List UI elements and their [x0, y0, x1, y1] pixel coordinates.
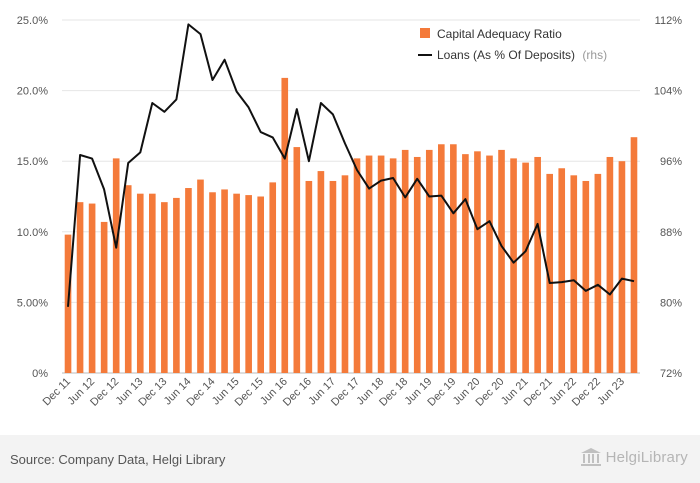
y-right-tick-label: 96%	[660, 156, 682, 168]
bar	[510, 158, 517, 373]
bar	[594, 173, 602, 373]
footer: Source: Company Data, Helgi Library Helg…	[0, 435, 700, 483]
legend: Capital Adequacy Ratio Loans (As % Of De…	[418, 27, 607, 62]
helgi-library-logo: HelgiLibrary	[580, 447, 688, 467]
bar	[486, 155, 493, 373]
bar	[305, 180, 313, 373]
bar	[474, 151, 481, 373]
bar	[245, 195, 252, 373]
bar	[389, 158, 397, 373]
bar	[630, 137, 638, 373]
y-left-tick-label: 20.0%	[17, 86, 48, 98]
bar	[124, 185, 132, 373]
bar	[317, 171, 325, 373]
bar	[341, 175, 349, 373]
x-tick-label: Jun 23	[595, 376, 627, 408]
bar	[209, 192, 216, 373]
bar	[88, 203, 96, 373]
bar	[293, 147, 301, 373]
bar	[353, 158, 361, 373]
bar	[570, 175, 578, 373]
legend-bar-swatch	[420, 28, 430, 38]
bar	[329, 180, 337, 373]
bar	[401, 149, 409, 373]
legend-line-rhs: (rhs)	[582, 48, 607, 62]
bar	[221, 189, 228, 373]
bar	[185, 188, 192, 373]
bar	[161, 202, 168, 373]
bar	[257, 196, 264, 373]
bar	[149, 193, 156, 373]
line-series	[67, 23, 635, 307]
bar	[558, 168, 566, 373]
legend-line-label: Loans (As % Of Deposits) (rhs)	[437, 48, 607, 62]
gridlines	[62, 19, 640, 374]
left-axis-ticks: 0% 5.00% 10.0% 15.0% 20.0% 25.0%	[17, 15, 48, 380]
right-axis-ticks: 72% 80% 88% 96% 104% 112%	[654, 15, 682, 380]
bar	[233, 193, 240, 373]
line-path	[67, 23, 635, 307]
y-left-tick-label: 10.0%	[17, 227, 48, 239]
bar	[606, 156, 614, 373]
bar	[365, 155, 373, 373]
bar	[76, 202, 84, 373]
bar	[450, 144, 457, 373]
bar	[425, 149, 433, 373]
brand-name: HelgiLibrary	[605, 448, 688, 466]
bar	[522, 162, 529, 373]
chart: 0% 5.00% 10.0% 15.0% 20.0% 25.0% 72% 80% 88% 96%…	[17, 15, 682, 409]
x-tick-label: Dec 11	[41, 376, 74, 409]
bar	[112, 158, 120, 373]
bar	[618, 161, 626, 373]
bar	[100, 221, 108, 373]
y-left-tick-label: 0%	[32, 368, 48, 380]
source-note: Source: Company Data, Helgi Library	[10, 452, 226, 467]
bar	[197, 179, 204, 373]
y-right-tick-label: 104%	[654, 86, 682, 98]
bar	[269, 182, 277, 373]
legend-line-name: Loans (As % Of Deposits)	[437, 48, 575, 62]
bar	[377, 155, 385, 373]
y-right-tick-label: 112%	[655, 15, 683, 27]
bar	[534, 156, 541, 373]
bar	[438, 144, 445, 373]
legend-bar-label: Capital Adequacy Ratio	[437, 27, 562, 41]
bar	[462, 154, 469, 373]
bar	[546, 173, 553, 373]
y-left-tick-label: 25.0%	[17, 15, 48, 27]
library-building-icon	[580, 448, 601, 466]
y-right-tick-label: 72%	[660, 368, 682, 380]
bar	[413, 156, 421, 373]
y-right-tick-label: 88%	[660, 227, 682, 239]
bar	[136, 193, 144, 373]
y-left-tick-label: 5.00%	[17, 297, 48, 309]
bar	[498, 149, 505, 373]
bar-series	[64, 77, 638, 373]
y-left-tick-label: 15.0%	[17, 156, 48, 168]
y-right-tick-label: 80%	[660, 297, 682, 309]
bar	[173, 197, 180, 373]
bar	[281, 77, 289, 373]
bar	[582, 180, 590, 373]
